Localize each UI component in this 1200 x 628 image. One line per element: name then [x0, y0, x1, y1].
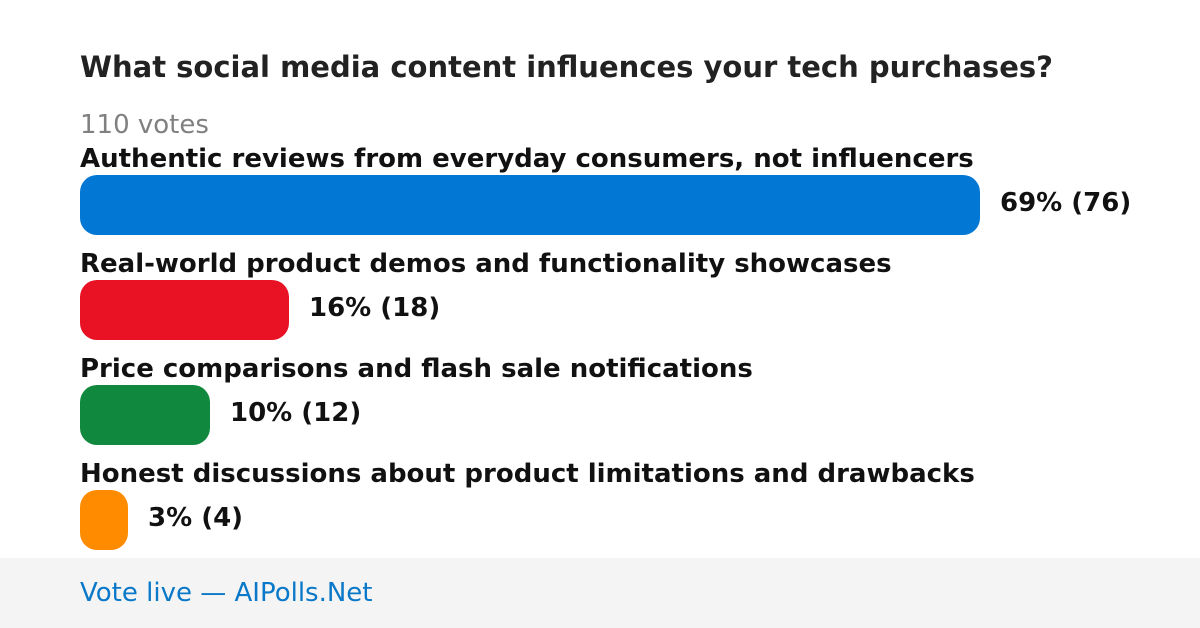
option-label: Honest discussions about product limitat…: [80, 459, 975, 489]
result-bar: [80, 280, 289, 340]
footer: Vote live — AIPolls.Net: [0, 558, 1200, 628]
poll-option: Authentic reviews from everyday consumer…: [80, 144, 1180, 255]
result-bar: [80, 490, 128, 550]
result-value: 10% (12): [230, 398, 362, 428]
poll-option: Price comparisons and flash sale notific…: [80, 354, 1180, 465]
result-value: 69% (76): [1000, 188, 1132, 218]
option-label: Price comparisons and flash sale notific…: [80, 354, 753, 384]
vote-count: 110 votes: [80, 110, 209, 140]
poll-title: What social media content influences you…: [80, 50, 1053, 84]
result-bar: [80, 385, 210, 445]
option-label: Real-world product demos and functionali…: [80, 249, 892, 279]
vote-live-link[interactable]: Vote live — AIPolls.Net: [80, 578, 373, 608]
result-value: 3% (4): [148, 503, 244, 533]
poll-option: Real-world product demos and functionali…: [80, 249, 1180, 360]
result-bar: [80, 175, 980, 235]
poll-option: Honest discussions about product limitat…: [80, 459, 1180, 570]
result-value: 16% (18): [309, 293, 441, 323]
option-label: Authentic reviews from everyday consumer…: [80, 144, 974, 174]
